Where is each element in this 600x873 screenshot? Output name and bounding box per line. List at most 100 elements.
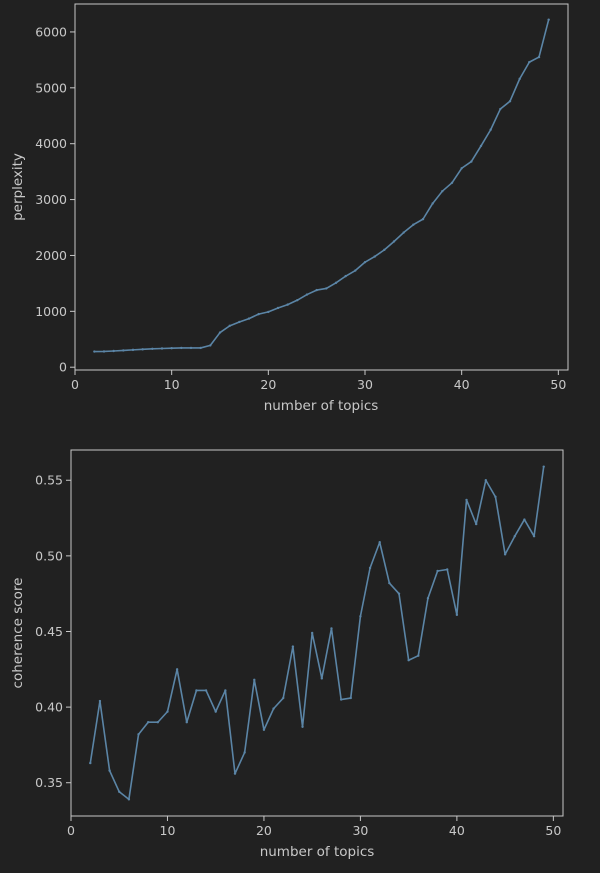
coherence-data-point xyxy=(282,696,285,700)
perplexity-data-point xyxy=(131,348,135,352)
coherence-x-tick-label: 20 xyxy=(256,823,272,838)
coherence-data-point xyxy=(388,581,391,585)
perplexity-data-point xyxy=(537,55,541,59)
perplexity-x-tick-label: 50 xyxy=(550,377,566,392)
perplexity-data-point xyxy=(151,347,154,350)
coherence-x-ticks: 0 10 20 30 40 50 xyxy=(67,816,561,838)
perplexity-data-point xyxy=(499,107,502,111)
perplexity-y-tick-label: 1000 xyxy=(35,304,67,319)
perplexity-data-point xyxy=(112,349,115,353)
coherence-data-point xyxy=(98,699,102,703)
coherence-y-ticks: 0.35 0.40 0.45 0.50 0.55 xyxy=(35,473,71,790)
coherence-data-point xyxy=(118,790,121,793)
perplexity-data-point xyxy=(180,346,183,350)
coherence-data-point xyxy=(301,725,304,728)
coherence-series-line xyxy=(89,466,545,801)
perplexity-x-axis-label: number of topics xyxy=(264,398,379,414)
coherence-data-point xyxy=(243,751,246,754)
coherence-x-tick-label: 40 xyxy=(449,823,465,838)
perplexity-series-line xyxy=(94,19,550,353)
perplexity-data-point xyxy=(363,260,367,264)
perplexity-plot-frame xyxy=(74,3,569,371)
coherence-data-point xyxy=(397,592,401,595)
coherence-y-tick-label: 0.50 xyxy=(35,548,63,563)
coherence-data-point xyxy=(426,597,430,600)
coherence-data-point xyxy=(359,615,362,618)
perplexity-data-point xyxy=(518,77,521,81)
coherence-data-point xyxy=(233,772,237,775)
coherence-data-point xyxy=(330,627,333,630)
coherence-x-tick-label: 30 xyxy=(352,823,368,838)
coherence-data-point xyxy=(272,707,275,710)
perplexity-data-point xyxy=(344,274,347,278)
coherence-data-point xyxy=(465,498,468,502)
coherence-data-point xyxy=(484,479,488,482)
coherence-data-point xyxy=(146,721,150,724)
coherence-data-point xyxy=(224,689,227,692)
perplexity-data-point xyxy=(441,189,444,193)
perplexity-data-point xyxy=(122,349,125,352)
perplexity-data-point xyxy=(431,202,434,205)
coherence-data-point xyxy=(175,668,179,671)
coherence-data-point xyxy=(320,677,324,680)
coherence-data-point xyxy=(349,696,352,700)
perplexity-data-point xyxy=(402,231,405,234)
coherence-y-tick-label: 0.45 xyxy=(35,624,63,639)
perplexity-x-tick-label: 10 xyxy=(164,377,180,392)
perplexity-data-point xyxy=(141,348,144,351)
perplexity-data-point xyxy=(305,293,309,296)
perplexity-data-point xyxy=(238,320,241,324)
coherence-data-point xyxy=(455,613,459,617)
perplexity-data-point xyxy=(508,100,512,103)
perplexity-data-point xyxy=(354,269,357,272)
coherence-data-point xyxy=(214,710,217,713)
perplexity-x-tick-label: 30 xyxy=(357,377,373,392)
coherence-data-point xyxy=(291,645,295,648)
perplexity-data-point xyxy=(334,281,338,285)
perplexity-data-point xyxy=(450,181,454,185)
perplexity-data-point xyxy=(325,287,328,290)
coherence-data-point xyxy=(156,721,160,724)
coherence-data-point xyxy=(310,631,314,635)
perplexity-data-point xyxy=(296,298,299,302)
perplexity-x-tick-label: 20 xyxy=(260,377,276,392)
coherence-y-axis-label: coherence score xyxy=(10,578,26,689)
perplexity-y-tick-label: 6000 xyxy=(35,24,67,39)
coherence-y-tick-label: 0.55 xyxy=(35,473,63,488)
perplexity-y-tick-label: 4000 xyxy=(35,136,67,151)
coherence-data-point xyxy=(417,654,420,657)
coherence-data-point xyxy=(204,689,208,692)
perplexity-data-point xyxy=(189,346,193,350)
perplexity-data-point xyxy=(247,317,251,320)
coherence-data-point xyxy=(513,535,516,538)
coherence-data-point xyxy=(474,522,478,526)
coherence-data-point xyxy=(127,798,131,801)
perplexity-data-point xyxy=(479,144,483,148)
coherence-data-point xyxy=(166,710,169,713)
perplexity-data-point xyxy=(257,312,260,316)
coherence-x-tick-label: 10 xyxy=(160,823,176,838)
coherence-data-point xyxy=(137,733,140,736)
perplexity-x-tick-label: 40 xyxy=(454,377,470,392)
coherence-data-point xyxy=(185,721,188,724)
perplexity-data-point xyxy=(276,306,280,310)
coherence-data-point xyxy=(339,698,343,701)
perplexity-y-tick-label: 3000 xyxy=(35,192,67,207)
coherence-data-point xyxy=(494,495,497,499)
perplexity-data-point xyxy=(228,324,231,328)
coherence-data-point xyxy=(436,569,439,573)
perplexity-x-ticks: 0 10 20 30 40 50 xyxy=(71,370,566,392)
perplexity-y-ticks: 0 1000 2000 3000 4000 5000 6000 xyxy=(35,24,75,375)
perplexity-data-point xyxy=(209,344,212,347)
perplexity-data-point xyxy=(470,160,473,163)
perplexity-data-point xyxy=(528,60,531,64)
coherence-data-point xyxy=(407,659,410,662)
perplexity-data-point xyxy=(93,350,96,353)
perplexity-y-tick-label: 2000 xyxy=(35,248,67,263)
perplexity-x-tick-label: 0 xyxy=(71,377,79,392)
coherence-data-point xyxy=(108,769,111,772)
perplexity-data-point xyxy=(170,347,173,350)
coherence-data-point xyxy=(253,678,256,682)
coherence-data-point xyxy=(542,465,545,468)
